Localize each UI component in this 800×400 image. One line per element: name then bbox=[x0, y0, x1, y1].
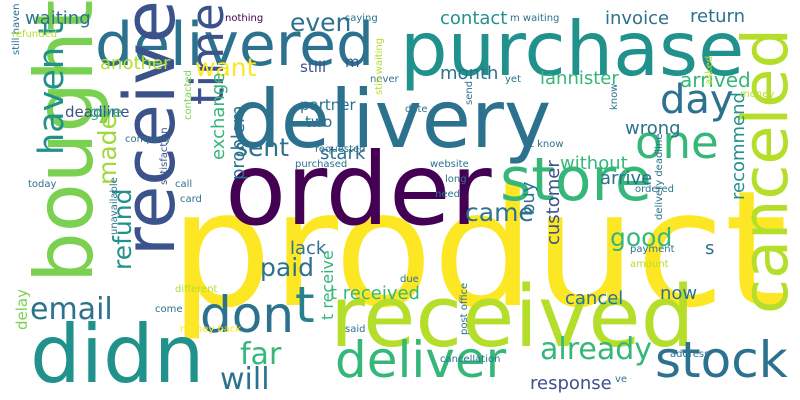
word-company: company bbox=[125, 134, 172, 145]
word-even: even bbox=[290, 8, 352, 37]
word-lannister: lannister bbox=[540, 68, 619, 89]
word-give: give bbox=[90, 103, 122, 121]
word-t-know: t know bbox=[530, 139, 564, 150]
word-satisfaction: satisfaction bbox=[159, 127, 170, 185]
word-website: website bbox=[430, 159, 469, 170]
word-card: card bbox=[180, 194, 202, 205]
word-saying: saying bbox=[345, 13, 378, 24]
word-recommend: recommend bbox=[728, 92, 749, 200]
word-paid: paid bbox=[260, 253, 315, 282]
word-cancel: cancel bbox=[565, 288, 624, 309]
word-m: m bbox=[345, 53, 360, 71]
word-waiting: waiting bbox=[25, 8, 91, 29]
word-another: another bbox=[100, 53, 171, 74]
word-come: come bbox=[155, 304, 183, 315]
word-email: email bbox=[30, 292, 113, 327]
word-amount: amount bbox=[630, 259, 669, 270]
word-will: will bbox=[220, 362, 270, 397]
word-without: without bbox=[560, 153, 628, 174]
word-deliver: deliver bbox=[335, 331, 507, 389]
word-contact: contact bbox=[440, 8, 508, 29]
word-post-office: post office bbox=[459, 282, 470, 335]
word-cancellation: cancellation bbox=[440, 354, 501, 365]
word-address: address bbox=[670, 349, 710, 360]
word-arrive: arrive bbox=[600, 168, 653, 189]
word-already: already bbox=[540, 332, 653, 367]
word-return: return bbox=[690, 6, 746, 27]
word-store: store bbox=[500, 145, 652, 215]
word-money-back: money back bbox=[180, 324, 242, 335]
word-deadline: deadline bbox=[65, 103, 130, 121]
word-refunded: refunded bbox=[12, 29, 58, 40]
word-send: send bbox=[464, 80, 475, 105]
word-partner: partner bbox=[300, 96, 356, 114]
word-want: want bbox=[195, 53, 257, 82]
word-product: product bbox=[170, 156, 788, 343]
word-delivered: delivered bbox=[95, 10, 375, 80]
word-contacted: contacted bbox=[183, 70, 194, 120]
word-received: received bbox=[330, 268, 695, 367]
word-money: money bbox=[740, 89, 775, 100]
word-delay: delay bbox=[13, 289, 31, 330]
word-said: said bbox=[345, 324, 366, 335]
word-purchase: purchase bbox=[400, 5, 745, 93]
word-didn: didn bbox=[30, 308, 205, 400]
word-stark: stark bbox=[320, 143, 366, 164]
word-t-receive: t receive bbox=[318, 250, 337, 320]
word-never: never bbox=[370, 74, 399, 85]
word-ordered: ordered bbox=[635, 184, 674, 195]
word-buy: buy bbox=[518, 181, 539, 216]
word-s: s bbox=[705, 238, 715, 259]
word-need: need bbox=[435, 189, 460, 200]
word-t: t bbox=[295, 276, 315, 334]
word-lack: lack bbox=[290, 238, 327, 259]
word-came: came bbox=[465, 198, 534, 227]
word-call: call bbox=[175, 179, 193, 190]
word-two: two bbox=[305, 113, 333, 131]
word-invoice: invoice bbox=[605, 8, 670, 29]
word-response: response bbox=[530, 373, 612, 394]
word-long: long bbox=[445, 174, 467, 185]
word-unavailable: unavailable bbox=[109, 177, 120, 235]
word-still-waiting: still waiting bbox=[374, 37, 385, 95]
word-requested: requested bbox=[315, 144, 366, 155]
word-payment: payment bbox=[630, 244, 675, 255]
word-nothing: nothing bbox=[225, 13, 264, 24]
word-don: don bbox=[200, 286, 295, 344]
word-now: now bbox=[660, 283, 698, 304]
word-haven-t: haven t bbox=[32, 22, 72, 155]
word-due: due bbox=[400, 274, 419, 285]
word-arrived: arrived bbox=[680, 68, 751, 92]
word-delivery: delivery bbox=[230, 73, 552, 166]
word-far: far bbox=[240, 337, 282, 372]
word-yet: yet bbox=[505, 74, 521, 85]
word-still: still bbox=[300, 58, 327, 76]
word-problem: problem bbox=[228, 105, 249, 180]
word-month: month bbox=[440, 63, 499, 84]
word-delivery-deadline: delivery deadline bbox=[654, 133, 665, 220]
word-date: date bbox=[405, 104, 428, 115]
word-sent: sent bbox=[235, 133, 290, 162]
word-made: made bbox=[93, 114, 122, 185]
word-wrong: wrong bbox=[625, 118, 681, 139]
word-good: good bbox=[610, 223, 673, 252]
word-today: today bbox=[28, 179, 57, 190]
word-exchange: exchange bbox=[208, 72, 229, 160]
word-ve: ve bbox=[615, 374, 628, 385]
word-purchased: purchased bbox=[295, 159, 348, 170]
word-m-waiting: m waiting bbox=[510, 13, 560, 24]
word-asked: asked bbox=[704, 55, 715, 85]
word-one: one bbox=[635, 116, 719, 169]
word-day: day bbox=[660, 77, 734, 123]
word-different: different bbox=[175, 284, 218, 295]
word-order: order bbox=[225, 131, 492, 248]
word-t-received: t received bbox=[330, 283, 420, 304]
word-stock: stock bbox=[655, 331, 788, 389]
word-know: know bbox=[609, 83, 620, 110]
